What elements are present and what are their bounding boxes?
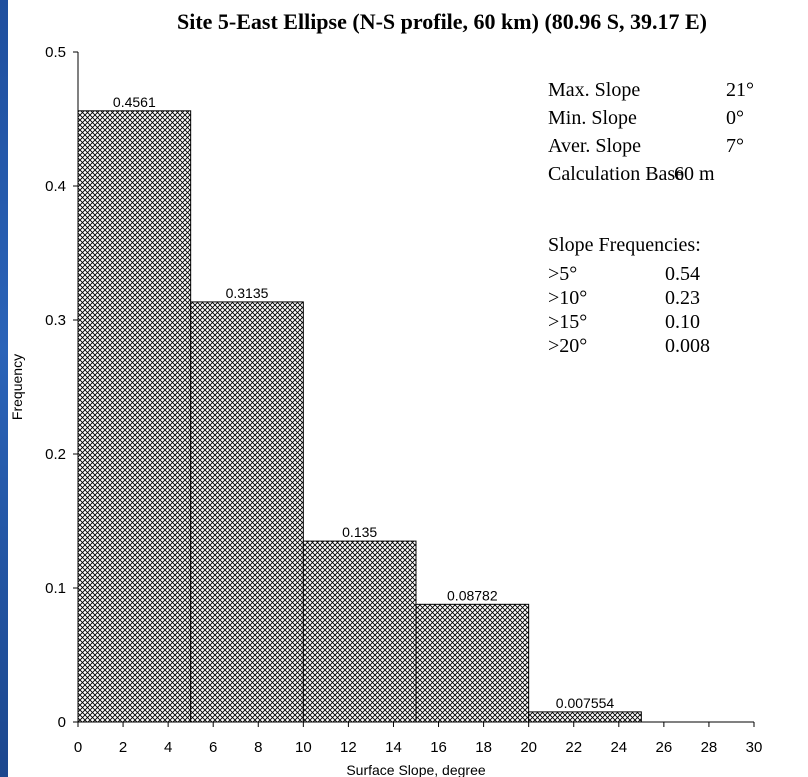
blue-edge-strip <box>0 0 8 777</box>
bar-value-label: 0.007554 <box>556 695 615 711</box>
histogram-bar <box>302 540 417 723</box>
bar-value-label: 0.08782 <box>447 587 498 603</box>
x-tick-label: 6 <box>209 739 217 756</box>
x-tick-label: 4 <box>164 739 172 756</box>
frequency-threshold: >20° <box>548 335 587 357</box>
x-tick-label: 30 <box>746 739 763 756</box>
y-tick-label: 0.1 <box>45 580 66 597</box>
frequency-value: 0.54 <box>665 263 700 285</box>
frequency-value: 0.23 <box>665 287 700 309</box>
frequency-value: 0.008 <box>665 335 710 357</box>
x-tick-label: 14 <box>385 739 402 756</box>
frequency-threshold: >10° <box>548 287 587 309</box>
x-tick-label: 2 <box>119 739 127 756</box>
x-tick-label: 20 <box>520 739 537 756</box>
slope-frequencies-heading: Slope Frequencies: <box>548 234 701 256</box>
y-tick-label: 0 <box>58 714 66 731</box>
x-ticks-group: 0 2 4 6 8 10 12 14 16 18 20 22 24 26 28 30 <box>74 722 763 756</box>
frequency-threshold: >15° <box>548 311 587 333</box>
stat-label: Calculation Base <box>548 163 684 185</box>
histogram-bar <box>528 711 642 723</box>
frequency-threshold: >5° <box>548 263 577 285</box>
stat-value: 21° <box>726 79 754 101</box>
x-tick-label: 28 <box>701 739 718 756</box>
histogram-bar <box>77 110 192 723</box>
y-tick-label: 0.4 <box>45 178 66 195</box>
stat-label: Max. Slope <box>548 79 640 101</box>
x-tick-label: 0 <box>74 739 82 756</box>
y-axis-label: Frequency <box>9 354 25 420</box>
x-axis-label: Surface Slope, degree <box>346 762 486 777</box>
stat-label: Min. Slope <box>548 107 637 129</box>
histogram-bar <box>415 603 530 723</box>
x-tick-label: 22 <box>565 739 582 756</box>
x-tick-label: 26 <box>656 739 673 756</box>
stat-value: 60 m <box>674 163 715 185</box>
y-tick-label: 0.5 <box>45 44 66 61</box>
x-tick-label: 16 <box>430 739 447 756</box>
x-tick-label: 24 <box>610 739 627 756</box>
frequency-value: 0.10 <box>665 311 700 333</box>
bar-value-label: 0.4561 <box>113 94 156 110</box>
stats-annotation: Max. Slope 21° Min. Slope 0° Aver. Slope 7° Ca… <box>548 79 754 357</box>
bars-group <box>77 110 642 723</box>
y-tick-label: 0.2 <box>45 446 66 463</box>
chart-title: Site 5-East Ellipse (N-S profile, 60 km)… <box>177 9 707 34</box>
histogram-bar <box>190 301 304 723</box>
bar-labels-group: 0.4561 0.3135 0.135 0.08782 0.007554 <box>113 94 614 711</box>
stat-value: 7° <box>726 135 744 157</box>
x-tick-label: 18 <box>475 739 492 756</box>
y-tick-label: 0.3 <box>45 312 66 329</box>
bar-value-label: 0.135 <box>342 524 377 540</box>
x-tick-label: 8 <box>254 739 262 756</box>
x-tick-label: 10 <box>295 739 312 756</box>
bar-value-label: 0.3135 <box>226 285 269 301</box>
y-ticks-group: 0 0.1 0.2 0.3 0.4 0.5 <box>45 44 78 731</box>
x-tick-label: 12 <box>340 739 357 756</box>
stat-value: 0° <box>726 107 744 129</box>
stat-label: Aver. Slope <box>548 135 641 157</box>
